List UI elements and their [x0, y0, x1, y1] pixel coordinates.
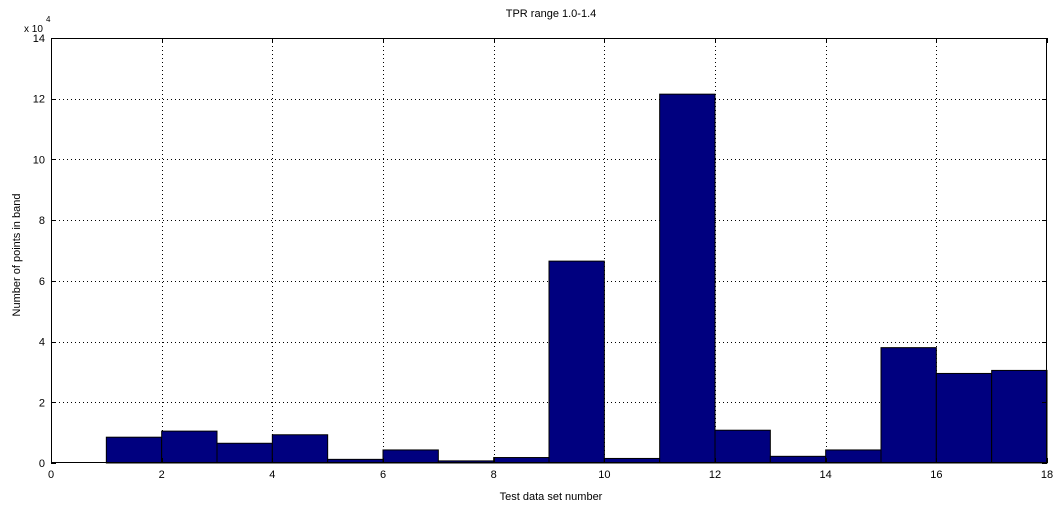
y-axis-exponent-power: 4 [46, 15, 51, 24]
bar-3 [216, 442, 273, 464]
x-tick-label: 8 [491, 469, 497, 481]
x-tick-label: 12 [709, 469, 721, 481]
y-tick-label: 8 [39, 215, 45, 227]
y-tick-label: 10 [33, 154, 45, 166]
bar-17 [991, 369, 1048, 464]
bar-14 [825, 449, 882, 464]
bar-6 [382, 449, 439, 464]
x-tick-label: 0 [48, 469, 54, 481]
x-axis-label: Test data set number [500, 491, 603, 503]
bar-2 [161, 430, 218, 464]
y-tick-label: 6 [39, 276, 45, 288]
bar-15 [880, 347, 937, 464]
ticks [51, 38, 1048, 464]
y-tick-label: 4 [39, 337, 45, 349]
y-axis-exponent-base: x 10 [24, 24, 43, 35]
bar-4 [271, 434, 329, 464]
x-tick-label: 18 [1041, 469, 1053, 481]
tick-labels: 0 2 4 6 8 10 12 14 16 18 0 2 4 6 8 10 12 14 [33, 33, 1053, 481]
x-tick-label: 10 [598, 469, 610, 481]
x-tick-label: 6 [380, 469, 386, 481]
bar-12 [714, 429, 771, 464]
x-tick-label: 14 [820, 469, 832, 481]
y-axis-label: Number of points in band [11, 194, 23, 317]
x-tick-label: 16 [930, 469, 942, 481]
x-tick-label: 4 [269, 469, 275, 481]
bar-11 [659, 93, 716, 464]
x-tick-label: 2 [159, 469, 165, 481]
bar-1 [105, 436, 163, 464]
y-tick-label: 14 [33, 33, 45, 45]
bar-13 [769, 455, 827, 464]
bars [105, 93, 1048, 464]
chart-title: TPR range 1.0-1.4 [506, 8, 597, 20]
y-tick-label: 12 [33, 94, 45, 106]
axes-frame [51, 38, 1047, 463]
bar-9 [548, 260, 605, 464]
bar-16 [935, 372, 993, 464]
y-tick-label: 2 [39, 397, 45, 409]
y-tick-label: 0 [39, 458, 45, 470]
